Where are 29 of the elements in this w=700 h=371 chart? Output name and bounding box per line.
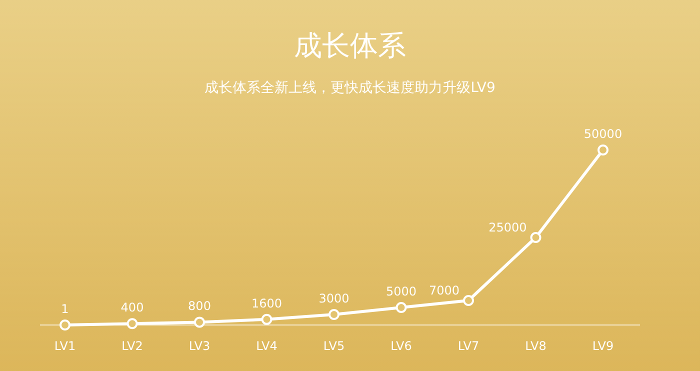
data-label: 800	[188, 299, 211, 314]
x-tick-label: LV3	[188, 339, 210, 353]
point	[328, 309, 340, 320]
x-tick-label: LV7	[458, 339, 480, 353]
data-label: 5000	[386, 284, 417, 298]
x-tick-label: LV5	[323, 339, 345, 353]
point	[261, 314, 272, 325]
x-tick-label: LV8	[525, 339, 546, 353]
data-label: 25000	[488, 220, 527, 234]
point	[194, 316, 205, 328]
point	[530, 232, 542, 243]
x-tick-label: LV2	[122, 339, 143, 353]
point	[60, 319, 70, 330]
x-tick-label: LV4	[256, 339, 278, 353]
x-tick-label: LV9	[592, 339, 614, 353]
point	[463, 295, 474, 306]
data-label: 1600	[251, 296, 282, 310]
point	[126, 318, 138, 330]
data-label: 50000	[584, 127, 622, 141]
data-label: 400	[120, 300, 144, 315]
x-tick-label: LV1	[54, 339, 76, 353]
chart-title: 成长体系	[294, 29, 406, 62]
point	[598, 144, 608, 156]
point	[396, 302, 407, 313]
x-tick-label: LV6	[390, 339, 412, 353]
chart-subtitle: 成长体系全新上线，更快成长速度助力升级LV9	[204, 80, 496, 96]
data-label: 3000	[318, 292, 350, 306]
data-label: 7000	[428, 284, 460, 298]
data-label: 1	[61, 302, 69, 316]
